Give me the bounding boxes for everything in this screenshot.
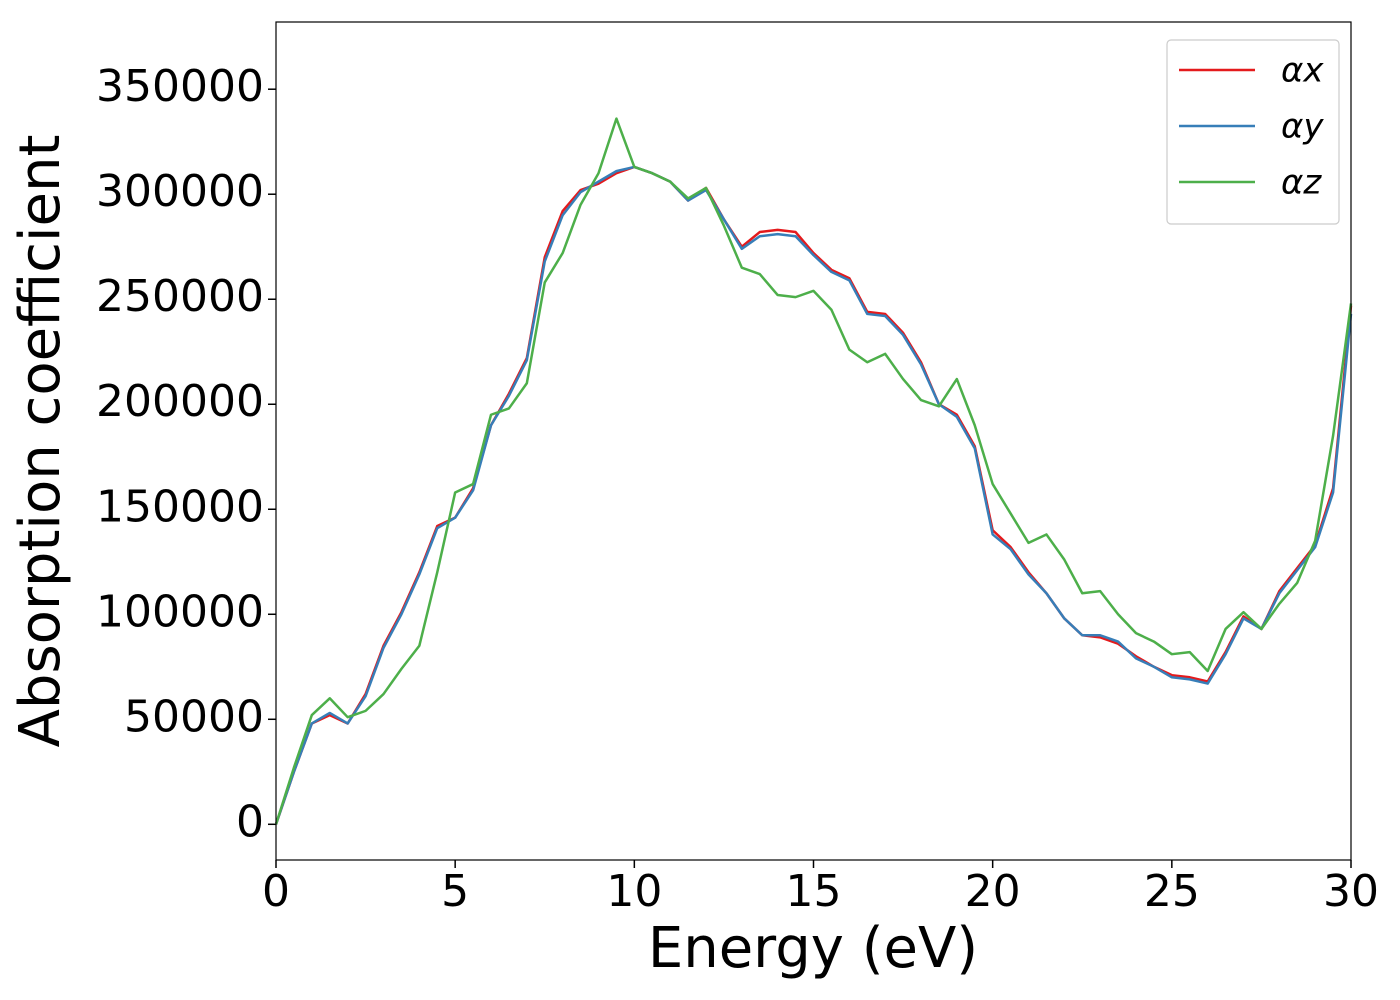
y-tick-label: 200000 [96,376,264,427]
series-line [274,117,1353,825]
y-tick-label: 150000 [96,481,264,532]
legend-label: αz [1281,163,1322,203]
y-tick-label: 100000 [96,586,264,637]
x-tick-label: 10 [606,866,662,917]
x-axis-label: Energy (eV) [648,916,978,981]
x-tick-label: 20 [965,866,1021,917]
x-tick-label: 15 [786,866,842,917]
y-tick-label: 350000 [96,61,264,112]
x-tick-label: 5 [441,866,469,917]
y-tick-label: 250000 [96,271,264,322]
y-tick-label: 300000 [96,166,264,217]
series-line [274,165,1353,825]
plot-frame [275,21,1352,861]
y-tick-label: 0 [236,796,264,847]
y-axis-label: Absorption coefficient [8,135,73,748]
x-tick-label: 0 [262,866,290,917]
legend-label: αy [1281,107,1324,147]
y-tick-label: 50000 [124,691,264,742]
legend-box [1166,39,1340,225]
x-tick-label: 30 [1323,866,1379,917]
x-tick-label: 25 [1144,866,1200,917]
legend-label: αx [1281,51,1324,91]
